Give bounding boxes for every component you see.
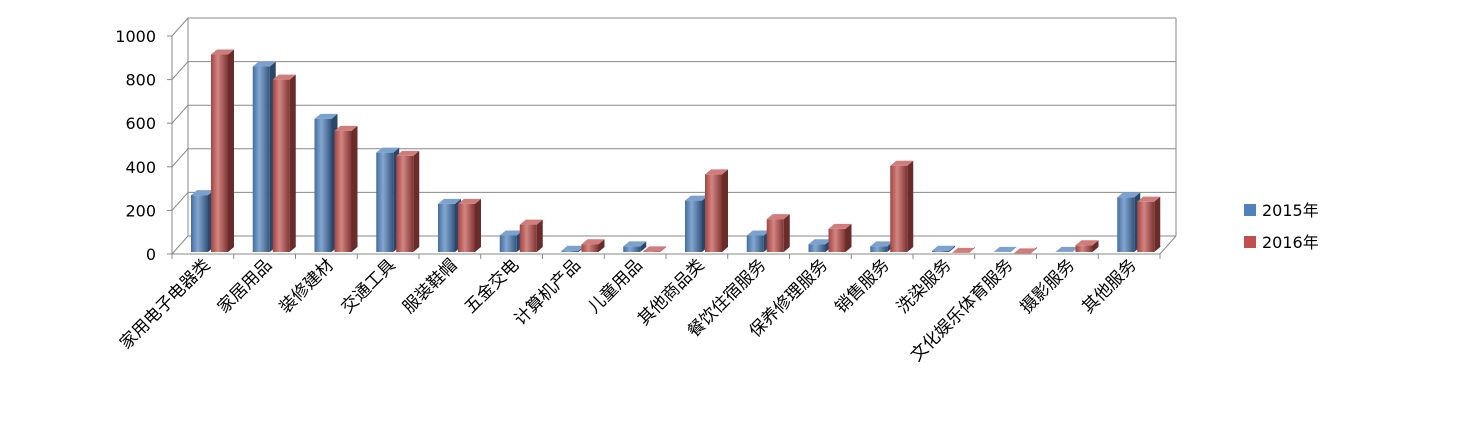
- bar: [376, 147, 400, 252]
- y-tick-label: 400: [125, 158, 156, 177]
- bar: [334, 125, 358, 252]
- bar: [458, 198, 481, 252]
- bar: [870, 241, 894, 252]
- bar: [993, 246, 1017, 252]
- bar: [499, 230, 523, 252]
- bar: [932, 245, 955, 252]
- bar: [766, 214, 790, 252]
- x-category-label: 儿童用品: [584, 255, 646, 317]
- bar: [890, 160, 914, 252]
- x-category-label: 洗染服务: [893, 255, 955, 317]
- legend-swatch: [1244, 236, 1256, 248]
- x-category-label: 装修建材: [276, 255, 338, 317]
- bar: [211, 49, 234, 252]
- bar: [1075, 240, 1099, 252]
- x-category-label: 计算机产品: [511, 255, 585, 329]
- legend: 2015年 2016年: [1244, 201, 1319, 252]
- bar: [272, 74, 296, 252]
- bar: [828, 223, 852, 252]
- bar: [191, 190, 214, 252]
- x-category-label: 家用电子电器类: [116, 255, 214, 353]
- y-tick-label: 800: [125, 71, 156, 90]
- bar: [952, 247, 975, 253]
- y-axis-ticks: 0 200 400 600 800 1000: [115, 27, 172, 264]
- bar: [643, 246, 667, 252]
- x-category-label: 交通工具: [337, 255, 399, 317]
- legend-label: 2016年: [1262, 233, 1319, 252]
- y-tick-label: 1000: [115, 27, 156, 46]
- legend-label: 2015年: [1262, 201, 1319, 220]
- legend-item: 2015年: [1244, 201, 1319, 220]
- bar: [438, 198, 461, 252]
- bar: [623, 241, 647, 252]
- legend-swatch: [1244, 204, 1256, 216]
- bar: [1013, 247, 1037, 254]
- x-category-label: 摄影服务: [1017, 255, 1079, 317]
- x-category-label: 其他服务: [1078, 255, 1140, 317]
- x-category-label: 五金交电: [461, 255, 523, 317]
- bar: [746, 230, 770, 252]
- y-tick-label: 0: [146, 245, 156, 264]
- bar: [808, 239, 832, 252]
- bar: [705, 169, 728, 252]
- y-tick-label: 200: [125, 201, 156, 220]
- bar: [1055, 246, 1079, 252]
- bar: [519, 219, 543, 252]
- bar: [1117, 192, 1141, 252]
- bar: [252, 61, 276, 253]
- x-category-label: 家居用品: [214, 255, 276, 317]
- bar: [561, 245, 585, 252]
- x-category-label: 服装鞋帽: [399, 255, 461, 317]
- bar: [314, 113, 338, 252]
- bars: [171, 49, 1161, 259]
- y-tick-label: 600: [125, 114, 156, 133]
- bar: [396, 150, 420, 252]
- legend-item: 2016年: [1244, 233, 1319, 252]
- bar: [1137, 196, 1161, 252]
- x-category-label: 销售服务: [831, 255, 893, 317]
- bar: [581, 239, 605, 252]
- bar: [685, 195, 708, 252]
